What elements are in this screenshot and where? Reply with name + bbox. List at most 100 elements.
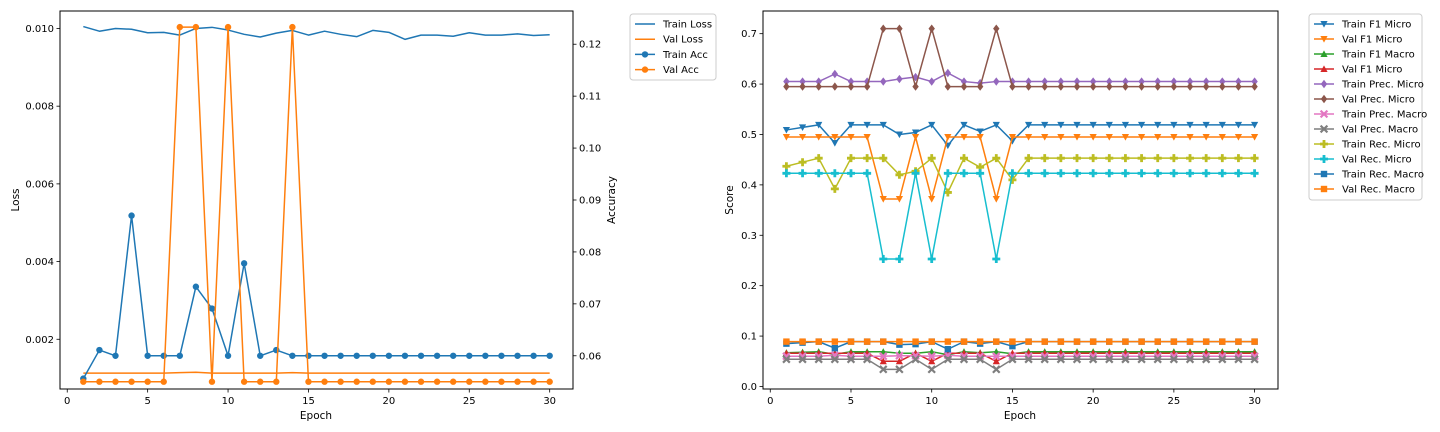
val-rec-macro-point bbox=[1219, 338, 1226, 345]
train-acc-point bbox=[289, 352, 296, 359]
legend-marker bbox=[641, 66, 649, 73]
val-rec-macro-point bbox=[1106, 338, 1113, 345]
train-prec-micro-point bbox=[831, 69, 839, 79]
val-f1-micro-point bbox=[879, 195, 887, 203]
train-f1-micro-point bbox=[911, 129, 920, 137]
val-prec-micro-point bbox=[960, 82, 968, 91]
val-rec-micro-point bbox=[830, 169, 839, 178]
train-f1-micro-point bbox=[1186, 121, 1194, 129]
legend-item: Train F1 Micro bbox=[1314, 20, 1411, 31]
val-f1-micro-line bbox=[786, 136, 1255, 200]
val-f1-micro-point bbox=[1057, 134, 1065, 141]
train-acc-point bbox=[337, 352, 344, 359]
loss-y-tick-label: 0.010 bbox=[25, 24, 54, 35]
train-f1-micro-point bbox=[992, 121, 1000, 129]
val-f1-micro-point bbox=[1105, 134, 1113, 141]
train-acc-point bbox=[514, 352, 521, 359]
train-prec-macro-point bbox=[927, 352, 936, 361]
train-rec-micro-point bbox=[959, 154, 968, 163]
val-rec-micro-point bbox=[846, 169, 855, 178]
train-f1-micro-point bbox=[895, 131, 904, 139]
score-legend: Train F1 Micro Val F1 Micro Train F1 Macro… bbox=[1308, 13, 1427, 201]
train-prec-micro-point bbox=[799, 77, 806, 86]
train-f1-micro-point bbox=[1218, 121, 1226, 129]
val-prec-macro-point bbox=[1072, 355, 1082, 364]
score-x-tick-label: 10 bbox=[925, 396, 938, 407]
val-rec-micro-point bbox=[943, 169, 952, 178]
train-prec-micro-point bbox=[1202, 77, 1210, 86]
val-prec-micro-point bbox=[847, 82, 855, 91]
series-val-f1-micro bbox=[782, 134, 1259, 203]
val-rec-micro-point bbox=[992, 254, 1001, 263]
train-prec-micro-point bbox=[1251, 77, 1258, 86]
val-rec-micro-point bbox=[1024, 169, 1033, 178]
val-rec-macro-point bbox=[976, 338, 984, 345]
val-prec-micro-point bbox=[896, 24, 903, 33]
legend-label: Val Prec. Macro bbox=[1342, 125, 1418, 136]
loss-x-tick-label: 25 bbox=[463, 396, 476, 407]
val-rec-macro-point bbox=[993, 338, 1000, 345]
train-acc-point bbox=[176, 352, 184, 359]
val-acc-point bbox=[305, 378, 312, 385]
val-acc-point bbox=[546, 378, 553, 385]
val-rec-micro-point bbox=[911, 169, 920, 178]
val-rec-micro-point bbox=[1008, 169, 1017, 178]
val-prec-macro-point bbox=[1088, 355, 1098, 364]
val-prec-macro-point bbox=[1008, 355, 1017, 364]
train-prec-micro-point bbox=[1154, 77, 1161, 86]
train-rec-micro-point bbox=[1040, 154, 1049, 163]
train-rec-micro-point bbox=[1234, 154, 1243, 163]
train-rec-micro-point bbox=[1218, 154, 1227, 163]
train-f1-micro-point bbox=[1137, 121, 1146, 129]
val-prec-macro-point bbox=[1024, 355, 1033, 364]
val-prec-macro-point bbox=[1201, 355, 1211, 364]
loss-accuracy-series bbox=[80, 23, 553, 385]
val-acc-point bbox=[128, 378, 135, 385]
val-acc-point bbox=[498, 378, 505, 385]
val-rec-macro-point bbox=[1089, 338, 1097, 345]
val-rec-macro-point bbox=[1025, 338, 1032, 345]
val-acc-point bbox=[466, 378, 473, 385]
legend-label: Val Rec. Micro bbox=[1342, 155, 1412, 166]
val-acc-point bbox=[401, 378, 409, 385]
series-train-f1-micro bbox=[782, 121, 1259, 150]
train-prec-micro-point bbox=[1122, 77, 1129, 86]
series-val-acc bbox=[80, 23, 553, 385]
legend-label: Val F1 Micro bbox=[1342, 35, 1402, 46]
val-acc-point bbox=[208, 378, 216, 385]
val-prec-micro-point bbox=[1202, 82, 1210, 91]
train-acc-point bbox=[530, 352, 537, 359]
train-rec-micro-point bbox=[1169, 154, 1178, 163]
legend-item: Val F1 Micro bbox=[1314, 35, 1402, 46]
score-y-tick-label: 0.6 bbox=[741, 80, 757, 91]
val-prec-micro-point bbox=[1154, 82, 1161, 91]
val-prec-micro-point bbox=[1186, 82, 1194, 91]
val-prec-macro-point bbox=[830, 355, 840, 364]
train-f1-micro-point bbox=[960, 121, 968, 129]
val-acc-point bbox=[514, 378, 521, 385]
train-acc-point bbox=[482, 352, 489, 359]
loss-y-ticks: 0.002 0.004 0.006 0.008 0.010 bbox=[25, 24, 60, 346]
legend-item: Val Rec. Macro bbox=[1314, 185, 1415, 196]
val-prec-micro-point bbox=[1106, 82, 1113, 91]
train-f1-micro-point bbox=[1202, 121, 1210, 129]
train-prec-micro-point bbox=[1219, 77, 1226, 86]
loss-x-axis-label: Epoch bbox=[300, 410, 332, 422]
legend-label: Train Prec. Macro bbox=[1341, 110, 1427, 121]
train-rec-micro-point bbox=[846, 154, 855, 163]
val-acc-point bbox=[353, 378, 360, 385]
val-rec-micro-point bbox=[782, 169, 791, 178]
val-rec-macro-point bbox=[1122, 338, 1129, 345]
train-prec-micro-point bbox=[1170, 77, 1178, 86]
train-f1-micro-point bbox=[847, 121, 855, 129]
val-rec-micro-point bbox=[879, 254, 888, 263]
score-series bbox=[782, 24, 1259, 374]
score-x-tick-label: 20 bbox=[1087, 396, 1100, 407]
train-acc-point bbox=[546, 352, 553, 359]
val-prec-micro-point bbox=[1089, 82, 1097, 91]
val-prec-micro-point bbox=[993, 24, 1000, 33]
score-y-ticks: 0.0 0.1 0.2 0.3 0.4 0.5 0.6 0.7 bbox=[741, 29, 763, 393]
train-acc-point bbox=[128, 212, 135, 219]
legend-label: Train Rec. Macro bbox=[1341, 170, 1424, 181]
train-rec-micro-point bbox=[879, 154, 888, 163]
